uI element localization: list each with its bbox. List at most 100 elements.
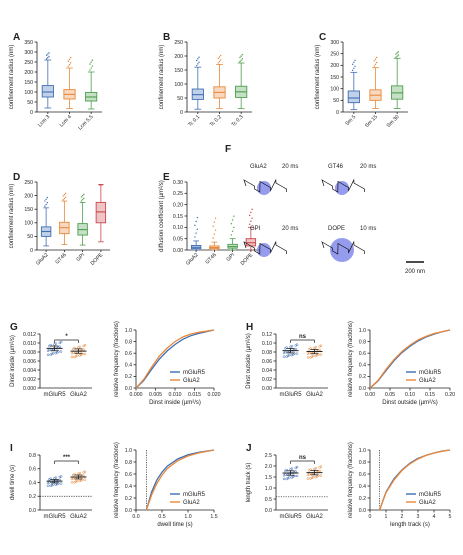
- category-label: Sm 5: [344, 114, 357, 127]
- dot-y-tick-label: 0.002: [23, 377, 36, 383]
- dot-y-tick-label: 0.00: [262, 386, 272, 392]
- data-point: [70, 481, 74, 484]
- data-point: [54, 476, 58, 479]
- outlier-point: [80, 196, 83, 198]
- panel-letter: D: [13, 172, 20, 183]
- cdf-y-tick-label: 0.2: [125, 374, 132, 380]
- outlier-point: [48, 55, 50, 58]
- data-point: [75, 479, 79, 483]
- data-point: [70, 352, 74, 355]
- data-point: [294, 344, 298, 347]
- dot-y-tick-label: 0.10: [262, 341, 272, 347]
- outlier-point: [83, 193, 85, 196]
- box-y-tick-label: 50: [27, 234, 33, 240]
- legend-label: GluA2: [419, 500, 436, 506]
- box-y-tick-label: 150: [330, 75, 339, 81]
- data-point: [306, 473, 310, 477]
- data-point: [308, 348, 311, 351]
- cdf-y-tick-label: 0.8: [359, 339, 366, 345]
- dot-y-tick-label: 0.08: [262, 350, 272, 356]
- cdf-line-mglur5: [135, 329, 215, 389]
- category-label: Tc 0.3: [231, 114, 245, 128]
- dot-y-tick-label: 0.012: [23, 332, 36, 338]
- box-y-tick-label: 250: [330, 51, 339, 57]
- category-label: Sm 15: [364, 114, 379, 129]
- outlier-point: [231, 230, 234, 232]
- outlier-point: [198, 56, 200, 58]
- data-point: [52, 483, 55, 486]
- cdf-y-tick-label: 0.6: [359, 351, 366, 357]
- outlier-point: [89, 69, 91, 71]
- outlier-point: [233, 226, 235, 229]
- cdf-y-tick-label: 0.6: [359, 472, 366, 478]
- data-point: [282, 474, 286, 477]
- outlier-point: [376, 61, 378, 64]
- outlier-point: [195, 232, 197, 234]
- track-time: 20 ms: [360, 164, 376, 170]
- data-point: [49, 353, 52, 356]
- data-point: [59, 475, 63, 478]
- panel-letter: J: [246, 443, 252, 454]
- cdf-line-mglur5: [145, 449, 215, 511]
- dot-y-label: length track (s): [246, 463, 252, 503]
- data-point: [294, 466, 298, 470]
- data-point: [74, 480, 78, 483]
- outlier-point: [64, 196, 67, 198]
- data-point: [53, 343, 56, 346]
- outlier-point: [233, 215, 235, 217]
- cdf-x-tick-label: 0.15: [425, 392, 435, 398]
- panel-letter: G: [10, 322, 18, 333]
- data-point: [46, 484, 50, 487]
- outlier-point: [63, 194, 66, 196]
- outlier-point: [354, 59, 356, 62]
- outlier-point: [250, 220, 252, 223]
- dot-y-tick-label: 0.004: [23, 368, 36, 374]
- dot-y-tick-label: 0.06: [262, 359, 272, 365]
- outlier-point: [45, 203, 47, 206]
- box-y-tick-label: 200: [24, 70, 33, 76]
- group-label: GluA2: [70, 514, 87, 520]
- box-y-tick-label: 250: [174, 40, 183, 46]
- group-label: GluA2: [70, 392, 87, 398]
- panel-letter: H: [246, 322, 253, 333]
- panel-letter: F: [225, 144, 231, 155]
- box-y-tick-label: 0.15: [173, 214, 183, 220]
- cdf-y-tick-label: 0.2: [125, 496, 132, 502]
- cdf-y-tick-label: 0.8: [125, 460, 132, 466]
- box-y-tick-label: 150: [174, 68, 183, 74]
- scale-bar-label: 200 nm: [405, 269, 425, 275]
- dot-y-tick-label: 0.12: [262, 332, 272, 338]
- cdf-x-tick-label: 0.05: [385, 392, 395, 398]
- box-y-label: diffusion coefficient (µm²/s): [159, 180, 165, 252]
- outlier-point: [217, 62, 219, 64]
- panel-letter: I: [10, 443, 13, 454]
- group-label: mGluR5: [280, 514, 303, 520]
- outlier-point: [195, 220, 197, 223]
- outlier-point: [196, 216, 199, 219]
- cdf-x-tick-label: 0.5: [158, 514, 165, 520]
- cdf-y-tick-label: 0.8: [359, 460, 366, 466]
- dot-y-tick-label: 2.0: [265, 464, 272, 470]
- legend-label: GluA2: [183, 500, 200, 506]
- data-point: [83, 478, 87, 481]
- data-point: [309, 477, 312, 480]
- outlier-point: [231, 219, 234, 221]
- data-point: [306, 356, 310, 359]
- box-y-tick-label: 0.30: [173, 180, 183, 186]
- confinement-disc: [335, 181, 349, 195]
- confinement-disc: [330, 238, 354, 262]
- cdf-y-tick-label: 0.4: [125, 484, 132, 490]
- dot-y-tick-label: 0.8: [29, 453, 36, 459]
- dot-y-label: Dinst inside (µm²/s): [10, 335, 16, 387]
- outlier-point: [44, 205, 46, 207]
- data-point: [72, 347, 75, 351]
- cdf-y-tick-label: 1.0: [125, 328, 132, 334]
- legend-label: mGluR5: [183, 492, 206, 498]
- panel-letter: A: [13, 32, 20, 43]
- outlier-point: [70, 62, 72, 64]
- outlier-point: [68, 58, 71, 61]
- data-point: [289, 468, 292, 471]
- data-point: [282, 351, 286, 355]
- data-point: [78, 471, 82, 475]
- outlier-point: [67, 60, 70, 62]
